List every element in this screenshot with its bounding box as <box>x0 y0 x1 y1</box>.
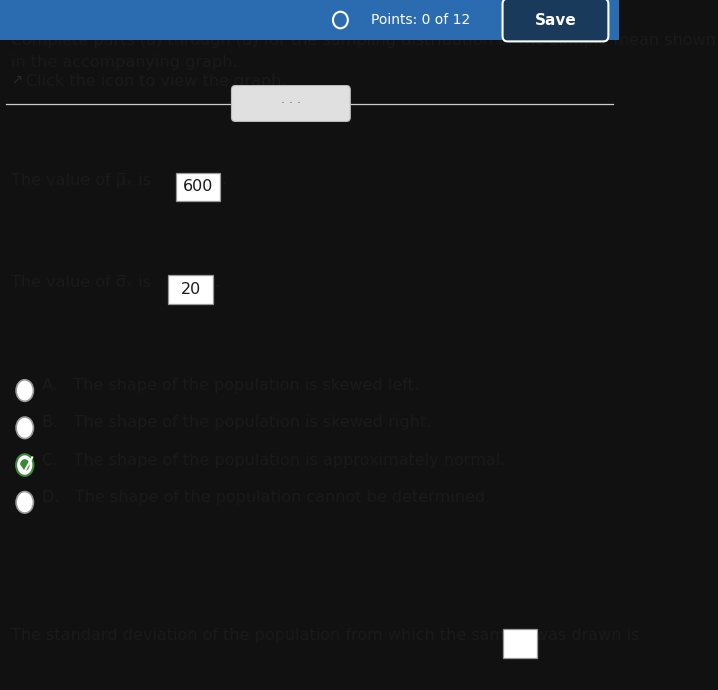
Text: (a) What is the value of μ̅ₓ?: (a) What is the value of μ̅ₓ? <box>11 132 258 148</box>
Text: (c) If the sample size is n = 9, what is likely true about the shape of the popu: (c) If the sample size is n = 9, what is… <box>11 337 718 352</box>
Text: The value of σ̅ₓ is: The value of σ̅ₓ is <box>11 275 151 290</box>
FancyBboxPatch shape <box>503 629 536 658</box>
Text: (b) What is the value of σ̅ₓ?: (b) What is the value of σ̅ₓ? <box>11 235 258 250</box>
Ellipse shape <box>16 380 34 402</box>
Text: The value of μ̅ₓ is: The value of μ̅ₓ is <box>11 172 151 188</box>
Text: (d) If the sample size is n = 9, what is the standard deviation of the populatio: (d) If the sample size is n = 9, what is… <box>11 545 718 560</box>
Text: Save: Save <box>535 12 577 28</box>
Ellipse shape <box>16 454 34 476</box>
Text: which the sample was drawn?: which the sample was drawn? <box>11 577 282 592</box>
Text: 20: 20 <box>180 282 201 297</box>
Text: .: . <box>222 172 227 188</box>
Ellipse shape <box>16 417 34 439</box>
Text: Points: 0 of 12: Points: 0 of 12 <box>371 13 470 27</box>
Text: C.   The shape of the population is approximately normal.: C. The shape of the population is approx… <box>42 453 505 468</box>
Text: · · ·: · · · <box>281 97 301 110</box>
Text: ↗: ↗ <box>11 74 22 87</box>
Text: .: . <box>214 275 219 290</box>
Text: in the accompanying graph.: in the accompanying graph. <box>11 55 238 70</box>
Text: D.   The shape of the population cannot be determined.: D. The shape of the population cannot be… <box>42 490 490 505</box>
Ellipse shape <box>20 459 29 471</box>
Text: Click the icon to view the graph.: Click the icon to view the graph. <box>26 74 286 89</box>
FancyBboxPatch shape <box>503 0 608 41</box>
FancyBboxPatch shape <box>168 275 213 304</box>
Text: A.   The shape of the population is skewed left.: A. The shape of the population is skewed… <box>42 378 419 393</box>
Ellipse shape <box>16 491 34 513</box>
FancyBboxPatch shape <box>176 172 220 201</box>
Text: 600: 600 <box>183 179 213 195</box>
Text: .: . <box>538 628 543 643</box>
Text: Complete parts (a) through (d) for the sampling distribution of the sample mean : Complete parts (a) through (d) for the s… <box>11 33 716 48</box>
Text: B.   The shape of the population is skewed right.: B. The shape of the population is skewed… <box>42 415 432 431</box>
FancyBboxPatch shape <box>231 86 350 121</box>
Text: The standard deviation of the population from which the sample was drawn is: The standard deviation of the population… <box>11 628 640 643</box>
FancyBboxPatch shape <box>0 0 619 40</box>
